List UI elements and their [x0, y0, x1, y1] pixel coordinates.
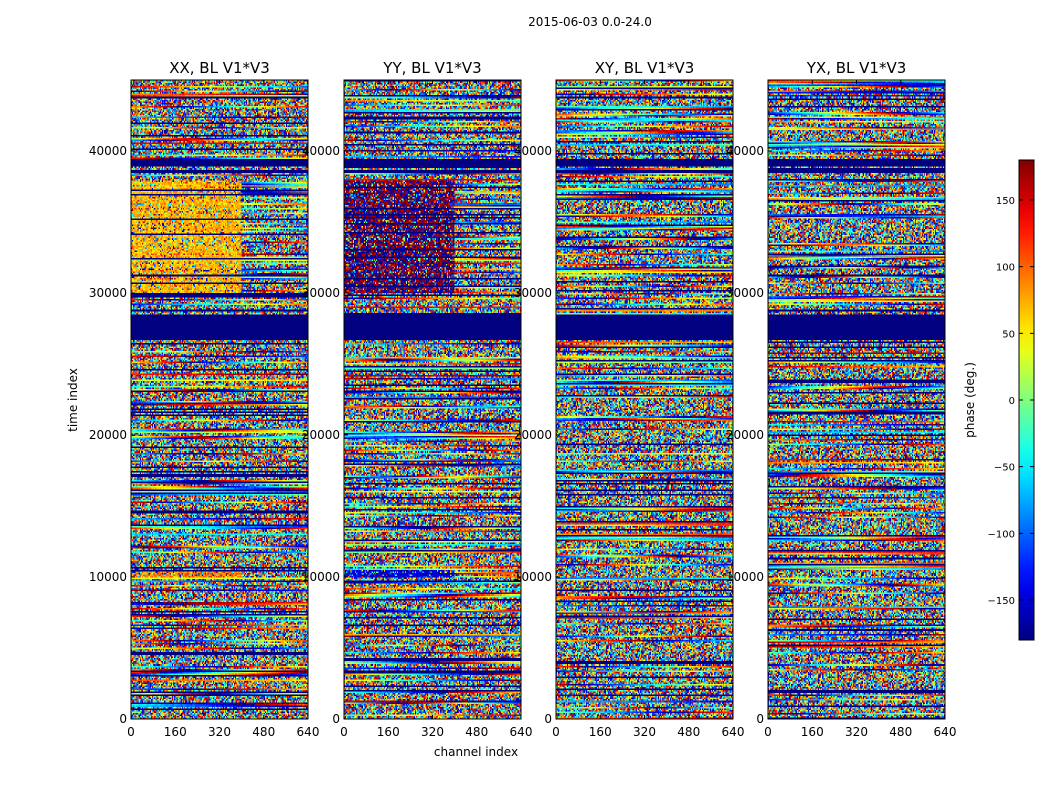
- x-tick-label: 640: [297, 725, 320, 739]
- y-tick-label: 10000: [89, 570, 127, 584]
- y-tick-label: 40000: [514, 144, 552, 158]
- panel-title: XX, BL V1*V3: [169, 59, 270, 77]
- x-tick-label: 640: [510, 725, 533, 739]
- x-tick-label: 320: [421, 725, 444, 739]
- colorbar: 150 100 50 0 −50 −100 −150: [988, 159, 1035, 641]
- panel-yy: YY, BL V1*V3 0 160 320 480 640 0 10000 20000 3000…: [302, 59, 533, 739]
- y-tick-label: 10000: [302, 570, 340, 584]
- y-tick-label: 30000: [514, 286, 552, 300]
- x-tick-label: 160: [377, 725, 400, 739]
- panel-xx: XX, BL V1*V3 0 160 320 480 640 0 10000 20000 3000…: [89, 59, 320, 739]
- x-tick-label: 0: [764, 725, 772, 739]
- x-tick-label: 160: [589, 725, 612, 739]
- y-tick-label: 0: [544, 712, 552, 726]
- colorbar-tick-label: 50: [1002, 329, 1015, 340]
- y-tick-label: 40000: [89, 144, 127, 158]
- panel-title: YX, BL V1*V3: [806, 59, 907, 77]
- x-tick-label: 0: [552, 725, 560, 739]
- panel-title: YY, BL V1*V3: [382, 59, 481, 77]
- x-tick-label: 320: [208, 725, 231, 739]
- y-tick-label: 20000: [302, 428, 340, 442]
- x-tick-label: 640: [934, 725, 957, 739]
- y-tick-label: 30000: [89, 286, 127, 300]
- colorbar-label: phase (deg.): [963, 362, 977, 438]
- x-tick-label: 480: [677, 725, 700, 739]
- panels-group: XX, BL V1*V3 0 160 320 480 640 0 10000 20000 3000…: [89, 59, 957, 739]
- figure-suptitle: 2015-06-03 0.0-24.0: [528, 15, 652, 29]
- x-axis-label: channel index: [434, 745, 518, 759]
- y-tick-label: 10000: [514, 570, 552, 584]
- y-tick-label: 20000: [726, 428, 764, 442]
- y-tick-label: 20000: [89, 428, 127, 442]
- x-tick-label: 480: [889, 725, 912, 739]
- panel-yx: YX, BL V1*V3 0 160 320 480 640 0 10000 20000 3000…: [726, 59, 957, 739]
- x-tick-label: 0: [340, 725, 348, 739]
- colorbar-tick-label: −50: [994, 463, 1015, 474]
- y-tick-label: 0: [332, 712, 340, 726]
- colorbar-tick-label: 100: [996, 263, 1015, 274]
- colorbar-tick-label: 150: [996, 196, 1015, 207]
- heatmap-yx: [768, 80, 945, 719]
- y-axis-label: time index: [66, 368, 80, 432]
- colorbar-tick-label: 0: [1009, 396, 1015, 407]
- panel-title: XY, BL V1*V3: [595, 59, 695, 77]
- colorbar-tick-label: −100: [988, 529, 1015, 540]
- y-tick-label: 40000: [726, 144, 764, 158]
- x-tick-label: 640: [722, 725, 745, 739]
- colorbar-tick-label: −150: [988, 596, 1015, 607]
- x-tick-label: 320: [845, 725, 868, 739]
- x-tick-label: 320: [633, 725, 656, 739]
- y-tick-label: 40000: [302, 144, 340, 158]
- y-tick-label: 20000: [514, 428, 552, 442]
- x-tick-label: 480: [252, 725, 275, 739]
- x-tick-label: 160: [801, 725, 824, 739]
- y-tick-label: 30000: [302, 286, 340, 300]
- y-tick-label: 30000: [726, 286, 764, 300]
- y-tick-label: 10000: [726, 570, 764, 584]
- x-tick-label: 160: [164, 725, 187, 739]
- panel-xy: XY, BL V1*V3 0 160 320 480 640 0 10000 20000 3000…: [514, 59, 745, 739]
- heatmap-xx: [131, 80, 308, 719]
- heatmap-yy: [344, 80, 521, 719]
- y-tick-label: 0: [119, 712, 127, 726]
- heatmap-xy: [556, 80, 733, 719]
- x-tick-label: 0: [127, 725, 135, 739]
- x-tick-label: 480: [465, 725, 488, 739]
- y-tick-label: 0: [756, 712, 764, 726]
